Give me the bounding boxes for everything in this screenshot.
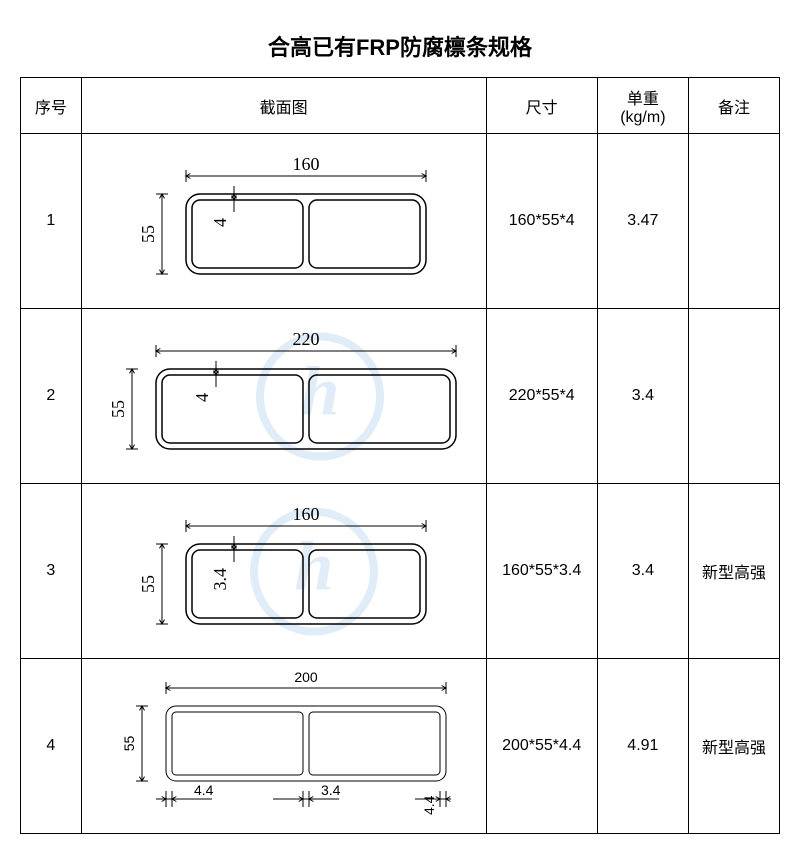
cell-section-diagram: h 220 55 4 — [81, 309, 486, 484]
cell-dim: 160*55*3.4 — [486, 484, 597, 659]
cell-section-diagram: h 160 55 3.4 — [81, 484, 486, 659]
svg-text:55: 55 — [108, 400, 128, 418]
svg-text:160: 160 — [293, 504, 320, 524]
cell-no: 4 — [21, 659, 82, 834]
cell-weight: 3.4 — [597, 309, 688, 484]
svg-text:4.4: 4.4 — [194, 782, 214, 798]
table-row: 3 h 160 55 3.4 160*55*3.43.4新型高强 — [21, 484, 780, 659]
svg-text:4: 4 — [192, 393, 212, 402]
cell-note: 新型高强 — [688, 659, 779, 834]
svg-text:h: h — [295, 528, 334, 605]
svg-text:55: 55 — [138, 575, 158, 593]
svg-text:4: 4 — [210, 218, 230, 227]
cell-note — [688, 309, 779, 484]
cell-weight: 3.47 — [597, 134, 688, 309]
col-note: 备注 — [688, 78, 779, 134]
cell-no: 3 — [21, 484, 82, 659]
header-row: 序号 截面图 尺寸 单重(kg/m) 备注 — [21, 78, 780, 134]
svg-text:55: 55 — [121, 736, 137, 752]
cell-weight: 4.91 — [597, 659, 688, 834]
svg-text:220: 220 — [293, 329, 320, 349]
table-row: 2 h 220 55 4 220*55*43.4 — [21, 309, 780, 484]
svg-text:55: 55 — [138, 225, 158, 243]
cell-dim: 200*55*4.4 — [486, 659, 597, 834]
table-row: 4 200 55 4.4 3.4 4.4 200*55*4. — [21, 659, 780, 834]
cell-weight: 3.4 — [597, 484, 688, 659]
cell-note: 新型高强 — [688, 484, 779, 659]
svg-text:3.4: 3.4 — [321, 782, 341, 798]
cell-section-diagram: 200 55 4.4 3.4 4.4 — [81, 659, 486, 834]
page-title: 合高已有FRP防腐檩条规格 — [20, 30, 780, 62]
svg-text:4.4: 4.4 — [421, 795, 437, 815]
svg-text:160: 160 — [293, 154, 320, 174]
col-no: 序号 — [21, 78, 82, 134]
col-section: 截面图 — [81, 78, 486, 134]
cell-no: 1 — [21, 134, 82, 309]
svg-text:h: h — [301, 353, 340, 430]
svg-text:3.4: 3.4 — [210, 568, 230, 591]
cell-note — [688, 134, 779, 309]
cell-section-diagram: 160 55 4 — [81, 134, 486, 309]
cell-dim: 220*55*4 — [486, 309, 597, 484]
col-weight: 单重(kg/m) — [597, 78, 688, 134]
spec-table: 序号 截面图 尺寸 单重(kg/m) 备注 1 160 55 4 160*55*… — [20, 77, 780, 834]
cell-no: 2 — [21, 309, 82, 484]
col-dim: 尺寸 — [486, 78, 597, 134]
cell-dim: 160*55*4 — [486, 134, 597, 309]
svg-text:200: 200 — [294, 669, 318, 685]
table-row: 1 160 55 4 160*55*43.47 — [21, 134, 780, 309]
